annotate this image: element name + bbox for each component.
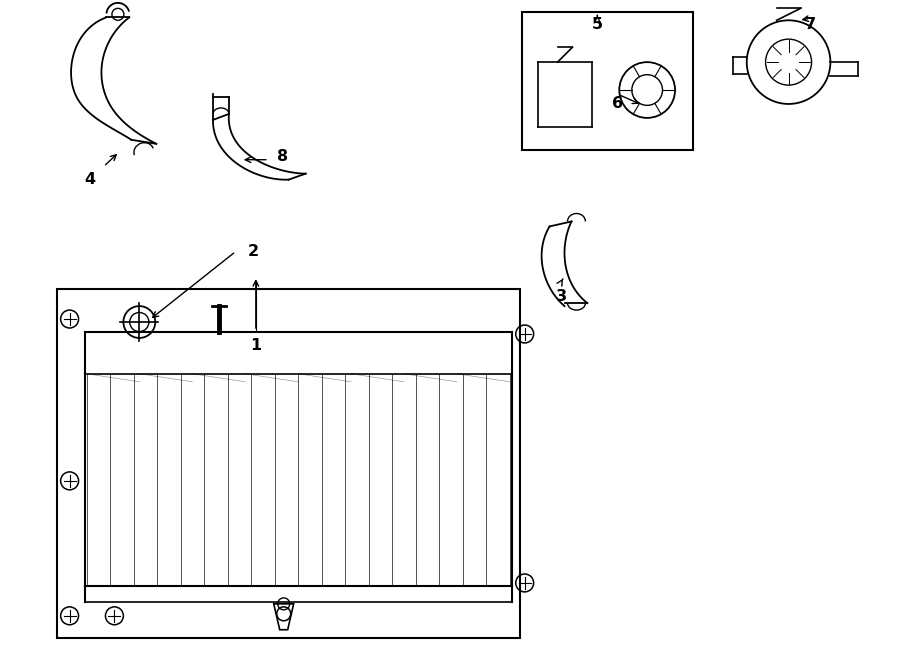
Bar: [57, 289, 519, 638]
Text: 5: 5: [592, 17, 603, 32]
Text: 7: 7: [805, 17, 816, 32]
Text: 8: 8: [277, 149, 288, 164]
Text: 1: 1: [250, 338, 261, 354]
Text: 2: 2: [248, 244, 258, 259]
Text: 4: 4: [84, 172, 95, 187]
Bar: [522, 13, 693, 150]
Text: 6: 6: [612, 97, 623, 112]
Text: 3: 3: [556, 289, 567, 303]
